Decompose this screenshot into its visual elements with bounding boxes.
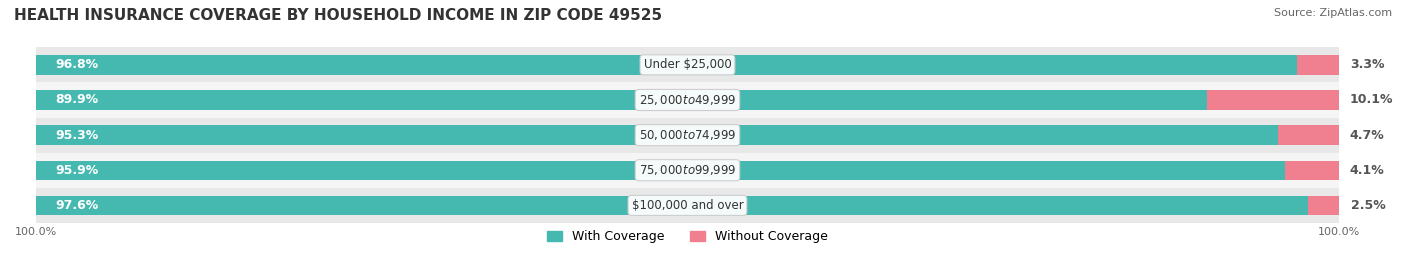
Bar [37,125,1278,145]
Text: 10.1%: 10.1% [1350,94,1393,107]
Text: 97.6%: 97.6% [56,199,98,212]
Bar [37,55,1298,75]
Text: $25,000 to $49,999: $25,000 to $49,999 [638,93,737,107]
Bar [1285,161,1339,180]
Bar [1208,90,1339,110]
Bar [37,82,1339,118]
Text: 95.9%: 95.9% [56,164,98,177]
Text: HEALTH INSURANCE COVERAGE BY HOUSEHOLD INCOME IN ZIP CODE 49525: HEALTH INSURANCE COVERAGE BY HOUSEHOLD I… [14,8,662,23]
Bar [1308,196,1340,215]
Text: Under $25,000: Under $25,000 [644,58,731,71]
Text: 96.8%: 96.8% [56,58,98,71]
Legend: With Coverage, Without Coverage: With Coverage, Without Coverage [543,225,832,248]
Text: $50,000 to $74,999: $50,000 to $74,999 [638,128,737,142]
Bar [37,47,1339,82]
Text: 3.3%: 3.3% [1351,58,1385,71]
Bar [37,153,1339,188]
Bar [37,188,1339,223]
Bar [37,90,1208,110]
Bar [37,118,1339,153]
Text: 4.1%: 4.1% [1350,164,1384,177]
Bar [1278,125,1339,145]
Text: $75,000 to $99,999: $75,000 to $99,999 [638,163,737,177]
Bar [1298,55,1340,75]
Bar [37,196,1308,215]
Text: $100,000 and over: $100,000 and over [631,199,744,212]
Text: 95.3%: 95.3% [56,129,98,141]
Text: 4.7%: 4.7% [1350,129,1384,141]
Text: 89.9%: 89.9% [56,94,98,107]
Text: Source: ZipAtlas.com: Source: ZipAtlas.com [1274,8,1392,18]
Bar [37,161,1285,180]
Text: 2.5%: 2.5% [1351,199,1385,212]
